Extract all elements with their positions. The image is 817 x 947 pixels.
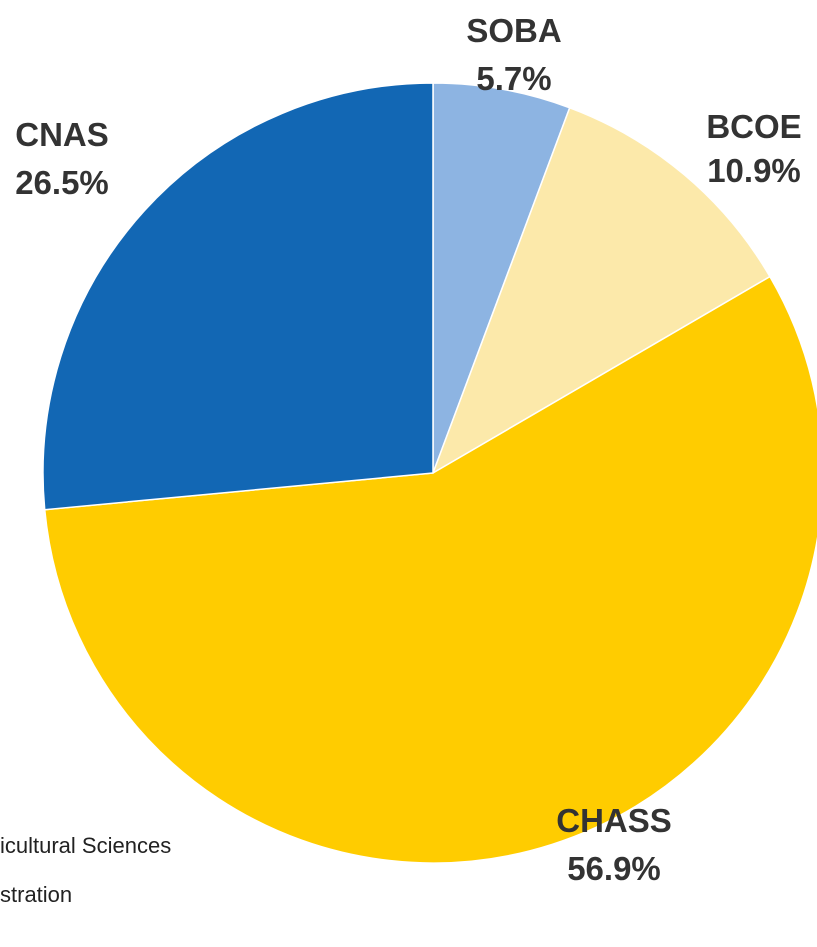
slice-value-soba: 5.7% bbox=[476, 60, 551, 97]
pie-slices bbox=[42, 82, 817, 864]
slice-name-chass: CHASS bbox=[556, 802, 672, 839]
slice-name-bcoe: BCOE bbox=[706, 108, 801, 145]
slice-value-cnas: 26.5% bbox=[15, 164, 109, 201]
footnote-line-2: stration bbox=[0, 882, 73, 907]
pie-slice-chass bbox=[43, 275, 817, 864]
pie-labels: SOBA 5.7% BCOE 10.9% CHASS 56.9% CNAS 26.5% bbox=[15, 12, 801, 887]
footnote-line-1: icultural Sciences bbox=[0, 833, 172, 858]
pie-slice-bcoe bbox=[431, 106, 771, 475]
pie-slice-cnas bbox=[42, 82, 434, 511]
pie-slice-soba bbox=[432, 82, 571, 474]
slice-value-chass: 56.9% bbox=[567, 850, 661, 887]
slice-name-cnas: CNAS bbox=[15, 116, 109, 153]
slice-value-bcoe: 10.9% bbox=[707, 152, 801, 189]
slice-name-soba: SOBA bbox=[466, 12, 561, 49]
